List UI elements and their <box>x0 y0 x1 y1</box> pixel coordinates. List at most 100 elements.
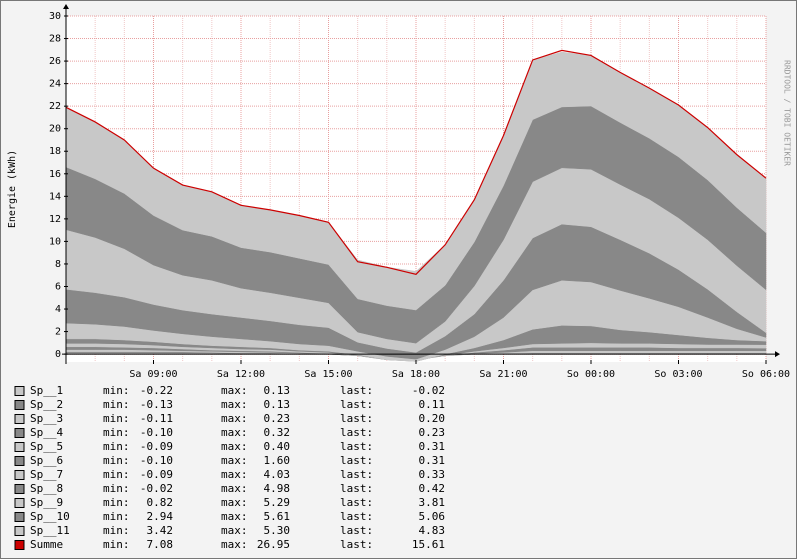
legend-stat-label: min: <box>103 440 130 453</box>
y-arrow <box>63 4 69 9</box>
legend-stat-label: last: <box>340 468 373 481</box>
y-tick-label: 24 <box>49 79 61 90</box>
legend-stat-label: last: <box>340 538 373 551</box>
legend-stat-label: last: <box>340 524 373 537</box>
x-tick-label: Sa 12:00 <box>217 369 265 380</box>
legend-stat-value: 26.95 <box>257 538 290 551</box>
y-tick-label: 2 <box>55 327 61 338</box>
watermark: RRDTOOL / TOBI OETIKER <box>783 60 792 166</box>
legend-name: Sp__7 <box>30 468 63 481</box>
y-tick-label: 10 <box>49 236 61 247</box>
legend-stat-value: 0.33 <box>419 468 446 481</box>
legend-stat-label: min: <box>103 412 130 425</box>
legend-stat-label: max: <box>221 510 248 523</box>
legend-stat-value: 0.23 <box>264 412 291 425</box>
y-tick-label: 26 <box>49 56 61 67</box>
legend-stat-value: 0.11 <box>419 398 446 411</box>
legend-stat-label: max: <box>221 426 248 439</box>
legend-stat-label: last: <box>340 412 373 425</box>
legend-stat-value: 3.81 <box>419 496 446 509</box>
legend-stat-value: 0.82 <box>147 496 174 509</box>
x-tick-label: Sa 18:00 <box>392 369 440 380</box>
legend-stat-value: -0.11 <box>140 412 173 425</box>
legend-name: Summe <box>30 538 63 551</box>
y-tick-label: 28 <box>49 34 61 45</box>
x-arrow <box>775 351 780 358</box>
legend-stat-value: -0.09 <box>140 440 173 453</box>
legend-stat-label: min: <box>103 426 130 439</box>
legend-stat-value: 0.23 <box>419 426 446 439</box>
y-tick-label: 16 <box>49 169 61 180</box>
x-tick-label: Sa 09:00 <box>129 369 177 380</box>
legend-stat-value: 3.42 <box>147 524 174 537</box>
legend-stat-value: 0.20 <box>419 412 446 425</box>
legend-stat-value: 0.31 <box>419 440 446 453</box>
legend-stat-label: min: <box>103 482 130 495</box>
legend-name: Sp__5 <box>30 440 63 453</box>
legend-stat-value: 1.60 <box>264 454 291 467</box>
legend-stat-label: max: <box>221 496 248 509</box>
legend-stat-label: min: <box>103 538 130 551</box>
legend-name: Sp__4 <box>30 426 63 439</box>
legend-stat-label: max: <box>221 412 248 425</box>
y-tick-label: 22 <box>49 101 61 112</box>
legend-swatch <box>14 442 25 452</box>
legend-stat-label: max: <box>221 398 248 411</box>
legend-name: Sp__8 <box>30 482 63 495</box>
legend-stat-value: 7.08 <box>147 538 174 551</box>
legend-stat-value: -0.13 <box>140 398 173 411</box>
legend-stat-label: last: <box>340 496 373 509</box>
legend-stat-value: 0.40 <box>264 440 291 453</box>
y-tick-label: 18 <box>49 146 61 157</box>
x-tick-label: Sa 21:00 <box>479 369 527 380</box>
legend-stat-value: 0.32 <box>264 426 291 439</box>
legend-stat-label: last: <box>340 440 373 453</box>
sum-line <box>65 49 767 275</box>
legend-swatch <box>14 456 25 466</box>
y-tick-label: 20 <box>49 124 61 135</box>
legend-stat-value: 0.31 <box>419 454 446 467</box>
legend-stat-value: 0.13 <box>264 384 291 397</box>
legend-stat-value: 5.06 <box>419 510 446 523</box>
legend-swatch <box>14 498 25 508</box>
legend-swatch <box>14 512 25 522</box>
legend-name: Sp__3 <box>30 412 63 425</box>
legend-stat-value: 4.83 <box>419 524 446 537</box>
legend-stat-label: min: <box>103 398 130 411</box>
legend-stat-label: min: <box>103 384 130 397</box>
axes: Sa 09:00 Sa 12:00 Sa 15:00 Sa 18:00 Sa 21:00… <box>49 4 790 380</box>
legend-swatch <box>14 386 25 396</box>
legend-stat-label: last: <box>340 454 373 467</box>
legend-stat-label: min: <box>103 510 130 523</box>
legend-swatch <box>14 414 25 424</box>
legend-stat-label: min: <box>103 496 130 509</box>
legend-stat-label: max: <box>221 538 248 551</box>
x-tick-label: So 00:00 <box>567 369 615 380</box>
legend-stat-label: last: <box>340 426 373 439</box>
legend-name: Sp__6 <box>30 454 63 467</box>
legend-stat-label: max: <box>221 384 248 397</box>
areas <box>65 49 767 362</box>
legend-stat-value: 5.30 <box>264 524 291 537</box>
legend-swatch <box>14 428 25 438</box>
legend-stat-value: 5.29 <box>264 496 291 509</box>
legend-swatch <box>14 526 25 536</box>
legend-stat-label: max: <box>221 454 248 467</box>
legend-stat-label: max: <box>221 440 248 453</box>
y-axis-label: Energie (kWh) <box>7 150 18 228</box>
legend-stat-label: last: <box>340 384 373 397</box>
legend-swatch <box>14 540 25 550</box>
legend-stat-label: max: <box>221 468 248 481</box>
y-tick-label: 4 <box>55 304 61 315</box>
legend-name: Sp__1 <box>30 384 63 397</box>
legend-stat-label: min: <box>103 524 130 537</box>
legend-stat-label: min: <box>103 454 130 467</box>
x-tick-label: Sa 15:00 <box>304 369 352 380</box>
legend-name: Sp__10 <box>30 510 70 523</box>
legend-stat-value: 0.42 <box>419 482 446 495</box>
legend-name: Sp__2 <box>30 398 63 411</box>
legend-stat-label: last: <box>340 482 373 495</box>
legend-stat-value: 0.13 <box>264 398 291 411</box>
legend-stat-value: -0.02 <box>412 384 445 397</box>
